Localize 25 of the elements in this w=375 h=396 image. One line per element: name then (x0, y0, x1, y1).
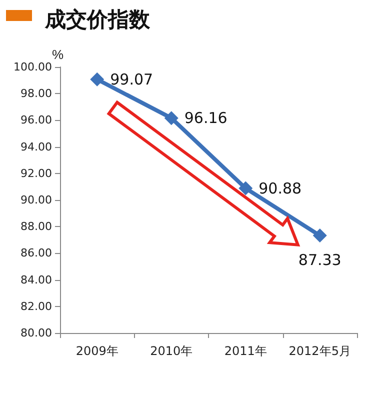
y-axis-title: % (52, 47, 64, 62)
y-tick-label: 100.00 (14, 60, 52, 74)
data-label: 90.88 (258, 179, 302, 198)
y-tick-label: 98.00 (20, 87, 52, 100)
y-tick-label: 94.00 (20, 140, 52, 154)
data-label: 87.33 (298, 251, 342, 270)
y-tick-label: 92.00 (20, 166, 52, 180)
y-tick-label: 90.00 (20, 194, 52, 206)
x-tick-label: 2012年5月 (288, 344, 351, 358)
x-tick-label: 2011年 (224, 344, 267, 358)
y-tick-label: 84.00 (20, 273, 52, 286)
y-tick-label: 80.00 (20, 326, 52, 340)
data-label: 99.07 (110, 70, 154, 88)
chart-title: 成交价指数 (44, 8, 151, 32)
x-tick-label: 2009年 (76, 344, 118, 358)
point (164, 111, 178, 126)
point (90, 72, 104, 86)
y-tick-label: 88.00 (20, 220, 52, 234)
point (238, 181, 253, 196)
y-tick-label: 96.00 (20, 114, 52, 127)
x-tick-label: 2010年 (150, 344, 193, 358)
point (312, 228, 327, 243)
data-label: 96.16 (184, 109, 228, 128)
y-tick-label: 86.00 (20, 246, 52, 260)
y-tick-label: 82.00 (20, 300, 52, 313)
